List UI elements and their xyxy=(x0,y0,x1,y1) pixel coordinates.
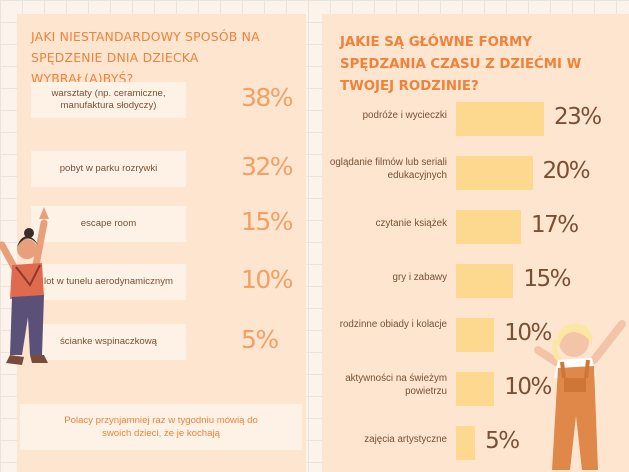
bar-value-label: 10% xyxy=(504,374,552,400)
bar xyxy=(456,210,522,244)
bar-label: czytanie książek xyxy=(375,218,447,229)
bar-value-label: 10% xyxy=(504,320,552,346)
left-survey-panel: JAKI NIESTANDARDOWY SPOSÓB NA SPĘDZENIE … xyxy=(17,14,306,472)
bar-label: zajęcia artystyczne xyxy=(364,434,447,445)
bar xyxy=(456,426,476,460)
answer-percentage: 5% xyxy=(241,325,279,354)
bar-value-label: 5% xyxy=(485,428,520,454)
bar-label: oglądanie filmów lub seriali edukacyjnyc… xyxy=(329,157,447,181)
answer-label: escape room xyxy=(31,206,186,242)
answer-percentage: 10% xyxy=(241,265,294,294)
bar-label: rodzinne obiady i kolacje xyxy=(339,319,447,330)
girl-in-overalls-illustration xyxy=(534,320,626,470)
bar xyxy=(456,318,495,352)
answer-percentage: 32% xyxy=(241,152,294,181)
answer-label: pobyt w parku rozrywki xyxy=(31,151,186,187)
bar-label: aktywności na świeżym powietrzu xyxy=(345,373,447,397)
bar-value-label: 17% xyxy=(531,212,579,238)
answer-row: pobyt w parku rozrywki 32% xyxy=(31,151,303,187)
answer-label: lot w tunelu aerodynamicznym xyxy=(31,264,186,300)
answer-label: ścianke wspinaczkową xyxy=(31,324,186,360)
bar-label: gry i zabawy xyxy=(392,272,447,283)
footnote-box: Polacy przynjamniej raz w tygodniu mówią… xyxy=(20,404,302,450)
bar-value-label: 23% xyxy=(554,104,602,130)
bar xyxy=(456,264,514,298)
bar xyxy=(456,102,544,136)
right-title: JAKIE SĄ GŁÓWNE FORMY SPĘDZANIA CZASU Z … xyxy=(340,35,582,94)
girl-raising-arms-illustration xyxy=(0,207,49,365)
answer-row: warsztaty (np. ceramiczne, manufaktura s… xyxy=(31,82,303,118)
left-title: JAKI NIESTANDARDOWY SPOSÓB NA SPĘDZENIE … xyxy=(31,29,260,86)
answer-row: escape room 15% xyxy=(31,206,303,242)
answer-percentage: 38% xyxy=(241,83,294,112)
bar xyxy=(456,372,495,406)
answer-label: warsztaty (np. ceramiczne, manufaktura s… xyxy=(31,82,186,118)
answer-row: lot w tunelu aerodynamicznym 10% xyxy=(31,264,303,300)
bar-value-label: 20% xyxy=(542,158,591,184)
answer-percentage: 15% xyxy=(241,207,294,236)
answer-row: ścianke wspinaczkową 5% xyxy=(31,324,303,360)
bar-value-label: 15% xyxy=(523,266,571,292)
bar xyxy=(456,156,533,190)
bar-label: podróże i wycieczki xyxy=(362,110,447,121)
